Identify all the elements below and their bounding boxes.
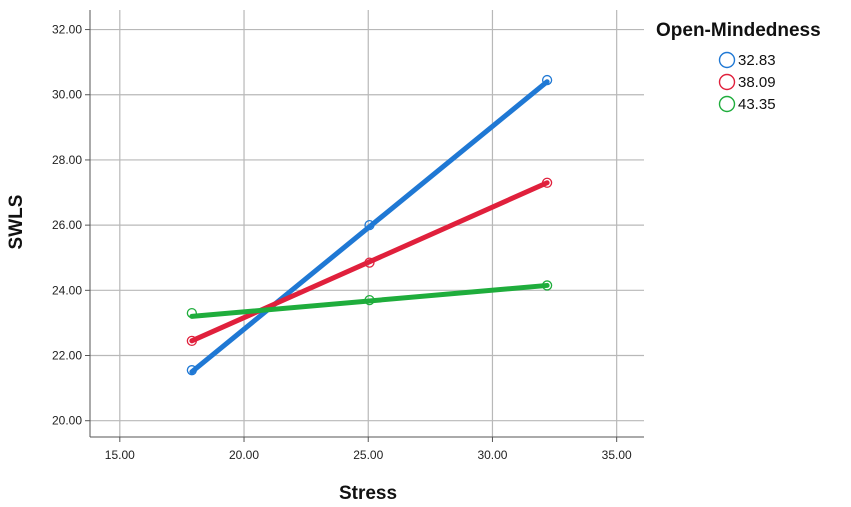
- x-tick-labels: 15.00 20.00 25.00 30.00 35.00: [105, 437, 632, 462]
- legend-marker: [718, 73, 736, 91]
- data-point: [364, 294, 375, 306]
- legend-label: 43.35: [738, 96, 776, 113]
- y-axis-title: SWLS: [6, 195, 27, 250]
- series-38.09: [186, 177, 553, 346]
- legend-marker: [718, 95, 736, 113]
- fit-line: [189, 79, 550, 375]
- series-32.83: [186, 74, 553, 376]
- legend: Open-Mindedness 32.83 38.09 43.35: [656, 20, 821, 113]
- legend-label: 38.09: [738, 74, 776, 91]
- x-tick-label: 15.00: [105, 448, 135, 462]
- y-tick-label: 26.00: [52, 218, 82, 232]
- fit-line: [189, 282, 550, 319]
- gridlines: [90, 10, 644, 437]
- x-tick-label: 25.00: [353, 448, 383, 462]
- x-tick-label: 20.00: [229, 448, 259, 462]
- data-point: [186, 365, 198, 376]
- y-tick-label: 20.00: [52, 414, 82, 428]
- y-tick-label: 32.00: [52, 23, 82, 37]
- fit-line: [189, 180, 550, 344]
- y-tick-label: 28.00: [52, 153, 82, 167]
- data-point: [541, 177, 553, 188]
- series-43.35: [186, 280, 553, 319]
- y-tick-labels: 20.00 22.00 24.00 26.00 28.00 30.00 32.00: [52, 23, 90, 428]
- y-tick-label: 22.00: [52, 349, 82, 363]
- axes: [89, 10, 644, 438]
- series-layer: [186, 74, 553, 376]
- y-tick-label: 24.00: [52, 283, 82, 297]
- x-tick-label: 35.00: [602, 448, 632, 462]
- x-tick-label: 30.00: [477, 448, 507, 462]
- x-axis-title: Stress: [339, 483, 397, 504]
- data-point: [186, 335, 198, 346]
- legend-marker: [718, 51, 736, 69]
- legend-label: 32.83: [738, 52, 776, 69]
- y-tick-label: 30.00: [52, 88, 82, 102]
- legend-title: Open-Mindedness: [656, 20, 821, 41]
- data-point: [541, 280, 553, 291]
- data-point: [186, 307, 198, 319]
- data-point: [364, 257, 375, 268]
- data-point: [364, 219, 375, 231]
- data-point: [541, 74, 553, 86]
